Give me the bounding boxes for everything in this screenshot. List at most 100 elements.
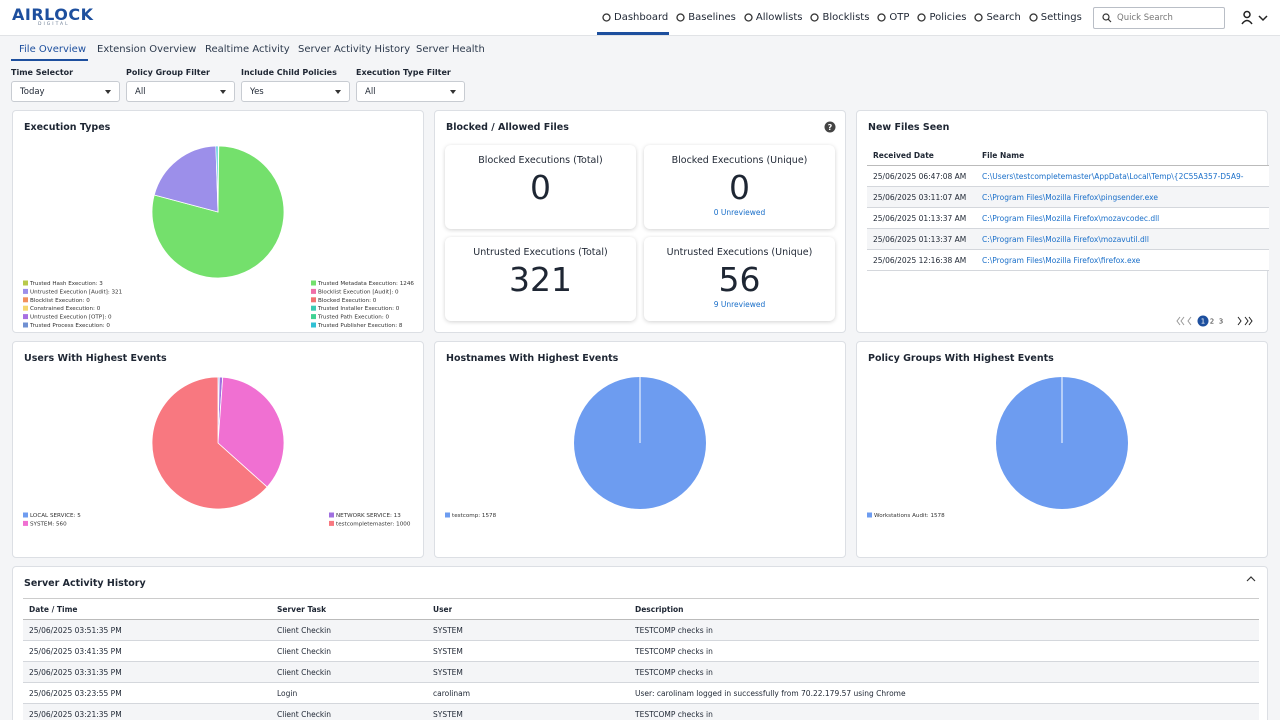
tab[interactable]: Server Health bbox=[416, 44, 485, 55]
panel-title: Execution Types bbox=[24, 122, 111, 133]
filter-value: All bbox=[365, 87, 376, 97]
legend-label: Workstations Audit: 1578 bbox=[874, 513, 945, 519]
icon-shape bbox=[917, 13, 927, 22]
file-link[interactable]: C:\Program Files\Mozilla Firefox\mozavut… bbox=[982, 235, 1149, 244]
legend-label: testcomp: 1578 bbox=[452, 513, 497, 519]
tab[interactable]: Realtime Activity bbox=[205, 44, 290, 55]
panel: Users With Highest Events LOCAL SERVICE: … bbox=[12, 341, 424, 558]
date-cell: 25/06/2025 01:13:37 AM bbox=[873, 235, 967, 244]
top-bar: AIRLOCK DIGITAL Dashboard Baselines Allowl… bbox=[0, 0, 1280, 36]
help-icon[interactable]: ? bbox=[824, 121, 836, 133]
nav-item[interactable]: Dashboard bbox=[602, 12, 668, 23]
arrow-shape bbox=[450, 90, 456, 94]
pie-chart: testcomp: 1578 bbox=[445, 377, 706, 519]
nav-label: Allowlists bbox=[755, 12, 803, 23]
chevron-up bbox=[1246, 576, 1256, 582]
icon-shape bbox=[602, 13, 611, 22]
table-row: 25/06/2025 01:13:37 AM C:\Program Files\M… bbox=[867, 208, 1269, 229]
search-icon bbox=[1102, 13, 1112, 23]
filter-label: Include Child Policies bbox=[241, 68, 337, 77]
panel-title: Policy Groups With Highest Events bbox=[868, 353, 1054, 364]
card-number: 56 bbox=[718, 260, 761, 299]
nav-label: Blocklists bbox=[822, 12, 870, 23]
page-number[interactable]: 1 bbox=[1201, 318, 1205, 326]
next-page[interactable] bbox=[1237, 316, 1242, 326]
legend-swatch bbox=[311, 305, 316, 311]
nav-item[interactable]: OTP bbox=[877, 12, 909, 23]
card-number: 0 bbox=[729, 168, 750, 207]
last-page-2[interactable] bbox=[1248, 316, 1253, 326]
logo[interactable]: AIRLOCK bbox=[12, 5, 94, 24]
first-page-2[interactable] bbox=[1180, 316, 1185, 326]
card-link[interactable]: 0 Unreviewed bbox=[713, 208, 766, 217]
column-header: Received Date bbox=[873, 151, 934, 160]
file-link[interactable]: C:\Program Files\Mozilla Firefox\mozavco… bbox=[982, 214, 1160, 223]
card-link[interactable]: 9 Unreviewed bbox=[713, 300, 766, 309]
nav-item[interactable]: Baselines bbox=[676, 12, 736, 23]
table-row: 25/06/2025 03:11:07 AM C:\Program Files\M… bbox=[867, 187, 1269, 208]
file-link[interactable]: C:\Users\testcompletemaster\AppData\Loca… bbox=[982, 172, 1244, 181]
prev-page[interactable] bbox=[1187, 316, 1192, 326]
legend-swatch bbox=[329, 512, 334, 518]
last-page[interactable] bbox=[1244, 316, 1249, 326]
tab[interactable]: File Overview bbox=[19, 44, 86, 55]
nav-icon bbox=[810, 13, 820, 22]
table-cell: 25/06/2025 03:41:35 PM bbox=[29, 647, 122, 656]
legend-swatch bbox=[23, 520, 28, 526]
search-box[interactable]: Quick Search bbox=[1093, 7, 1225, 29]
file-link[interactable]: C:\Program Files\Mozilla Firefox\pingsen… bbox=[982, 193, 1158, 202]
table-cell: 25/06/2025 03:21:35 PM bbox=[29, 710, 122, 719]
user-menu[interactable] bbox=[1241, 10, 1271, 26]
nav-underline bbox=[597, 32, 669, 35]
pie-slice bbox=[153, 145, 219, 213]
table-cell: TESTCOMP checks in bbox=[635, 647, 713, 656]
nav-item[interactable]: Policies bbox=[917, 12, 966, 23]
tabs: File Overview Extension Overview Realtime … bbox=[0, 44, 1280, 64]
filter-select[interactable]: Yes bbox=[241, 81, 350, 102]
card-title: Blocked Executions (Unique) bbox=[671, 155, 808, 166]
filter-select[interactable]: All bbox=[126, 81, 235, 102]
table-row: 25/06/2025 03:41:35 PM Client Checkin SYST… bbox=[23, 641, 1259, 662]
card-title: Untrusted Executions (Total) bbox=[473, 247, 608, 258]
nav-item[interactable]: Settings bbox=[1029, 12, 1082, 23]
legend-swatch bbox=[23, 288, 28, 294]
legend-label: LOCAL SERVICE: 5 bbox=[30, 513, 81, 519]
file-link[interactable]: C:\Program Files\Mozilla Firefox\firefox… bbox=[982, 256, 1141, 265]
legend-swatch bbox=[445, 512, 450, 518]
nav-item[interactable]: Allowlists bbox=[744, 12, 803, 23]
page-number[interactable]: 2 bbox=[1210, 318, 1214, 326]
page-number[interactable]: 3 bbox=[1219, 318, 1223, 326]
legend-swatch bbox=[23, 512, 28, 518]
nav-label: Policies bbox=[929, 12, 967, 23]
date-cell: 25/06/2025 01:13:37 AM bbox=[873, 214, 967, 223]
tab[interactable]: Extension Overview bbox=[97, 44, 197, 55]
legend-swatch bbox=[23, 305, 28, 311]
legend-label: Constrained Execution: 0 bbox=[30, 306, 101, 312]
nav-label: Baselines bbox=[688, 12, 736, 23]
pie-slice bbox=[217, 376, 285, 488]
legend-swatch bbox=[311, 322, 316, 328]
filter-select[interactable]: All bbox=[356, 81, 465, 102]
legend-label: SYSTEM: 560 bbox=[30, 521, 67, 527]
nav-item[interactable]: Search bbox=[974, 12, 1021, 23]
nav-label: Settings bbox=[1040, 12, 1082, 23]
table-cell: SYSTEM bbox=[433, 668, 463, 677]
first-page[interactable] bbox=[1176, 316, 1181, 326]
panel-title: Blocked / Allowed Files bbox=[446, 122, 569, 133]
filter-select[interactable]: Today bbox=[11, 81, 120, 102]
tab[interactable]: Server Activity History bbox=[298, 44, 411, 55]
panel-title: New Files Seen bbox=[868, 122, 950, 133]
legend-label: Untrusted Execution [Audit]: 321 bbox=[30, 289, 123, 295]
collapse-icon[interactable] bbox=[1246, 576, 1256, 582]
nav-item[interactable]: Blocklists bbox=[810, 12, 869, 23]
panel: Execution Types Trusted Hash Execution: 3… bbox=[12, 110, 424, 333]
filter-value: All bbox=[135, 87, 146, 97]
nav: Dashboard Baselines Allowlists Blocklists OT… bbox=[602, 12, 1082, 23]
card-number: 321 bbox=[509, 260, 572, 299]
legend-label: Trusted Publisher Execution: 8 bbox=[317, 323, 403, 328]
table-cell: Client Checkin bbox=[277, 710, 332, 719]
icon-shape bbox=[810, 13, 820, 22]
table-row: 25/06/2025 03:31:35 PM Client Checkin SYST… bbox=[23, 662, 1259, 683]
table-cell: 25/06/2025 03:31:35 PM bbox=[29, 668, 122, 677]
